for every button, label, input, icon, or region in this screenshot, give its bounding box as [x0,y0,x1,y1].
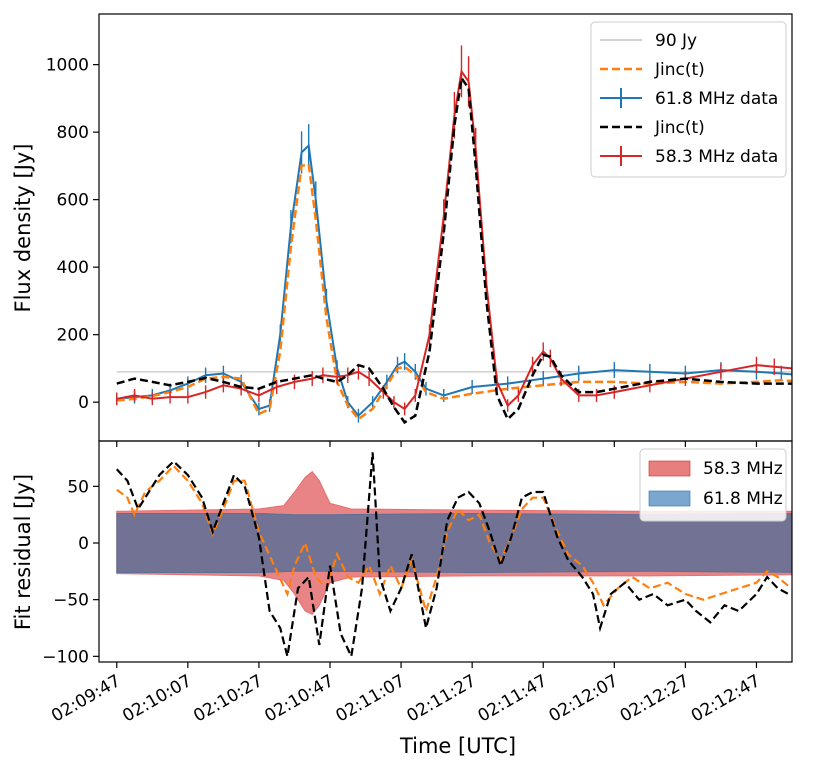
61-8-mhz-band [116,512,792,574]
top-y-tick-label: 1000 [46,56,89,76]
top-legend: 90 Jy Jinc(t) 61.8 MHz data Jinc(t) 58.3… [590,21,787,178]
bottom-y-tick-label: 0 [78,534,89,554]
legend-61mhz-band-label: 61.8 MHz [703,489,783,509]
58-3-mhz-residual-line [115,452,789,661]
58-3-mhz-data-line [116,68,792,411]
legend-58mhz-label: 58.3 MHz data [655,147,778,167]
top-y-tick-label: 200 [57,326,89,346]
top-y-tick-label: 600 [57,191,89,211]
x-tick-label: 02:10:07 [119,671,195,727]
x-tick-label: 02:11:47 [475,671,551,727]
x-axis-title: Time [UTC] [399,734,516,758]
61-8-mhz-residual-line [116,464,790,615]
jinc-t-61-8-mhz-line [116,162,792,421]
bottom-y-tick-label: −50 [53,591,89,611]
top-legend-box [590,21,787,178]
top-y-ticks: 0 200 400 600 800 1000 [46,56,99,413]
legend-58mhz-band-swatch [648,460,691,477]
x-tick-label: 02:12:27 [617,671,693,727]
legend-jinc-orange-label: Jinc(t) [654,60,705,80]
x-tick-label: 02:11:07 [332,671,408,727]
legend-61mhz-label: 61.8 MHz data [655,89,778,109]
jinc-t-58-3-mhz-line [116,74,792,425]
legend-jinc-black-label: Jinc(t) [654,118,705,138]
top-y-tick-label: 0 [78,393,89,413]
legend-61mhz-band-swatch [648,490,691,507]
top-y-tick-label: 800 [57,123,89,143]
61-8-mhz-data-line [116,143,792,418]
bottom-y-tick-label: 50 [67,477,89,497]
bottom-panel-lines [115,452,790,661]
bottom-legend: 58.3 MHz 61.8 MHz [639,448,787,522]
bottom-panel-bands [116,470,792,616]
bottom-y-tick-label: −100 [42,647,89,667]
x-tick-label: 02:10:27 [190,671,266,727]
x-tick-label: 02:12:07 [546,671,622,727]
x-tick-label: 02:11:27 [404,671,480,727]
top-y-tick-label: 400 [57,258,89,278]
bottom-y-ticks: −100 −50 0 50 [42,477,99,667]
top-y-axis-title: Flux density [Jy] [11,143,35,312]
bottom-y-axis-title: Fit residual [Jy] [11,474,35,630]
x-tick-label: 02:12:47 [688,671,764,727]
bottom-axes-frame [98,440,793,663]
x-tick-label: 02:09:47 [48,671,124,727]
legend-58mhz-band-label: 58.3 MHz [703,459,783,479]
legend-90jy-label: 90 Jy [655,31,697,51]
x-tick-label: 02:10:47 [261,671,337,727]
top-panel-plot [116,45,792,425]
